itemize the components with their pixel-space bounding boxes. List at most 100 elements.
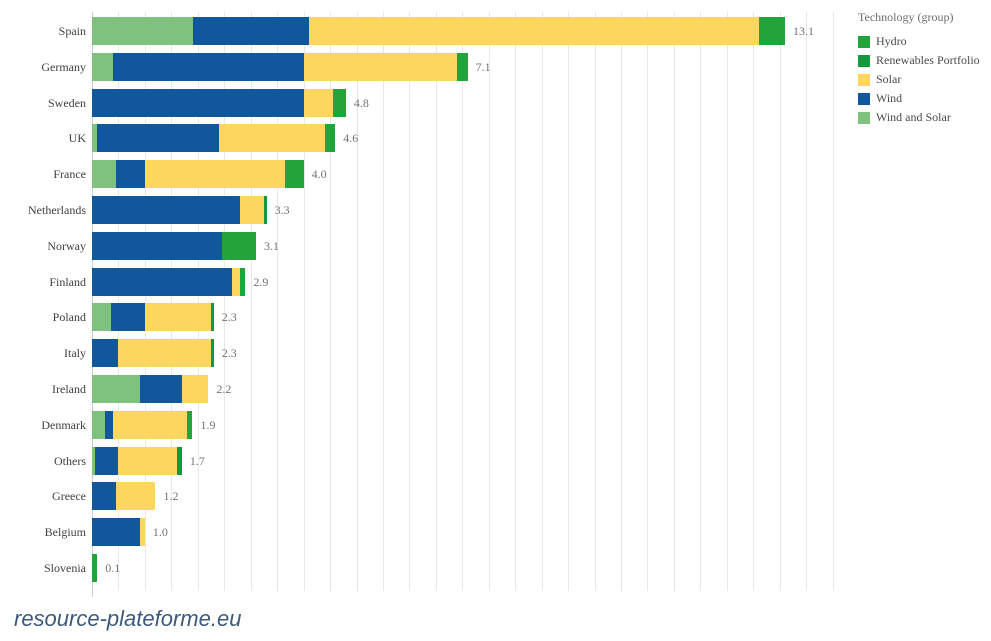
bar-segment[interactable]: [192, 17, 309, 45]
bar-segment[interactable]: [115, 482, 156, 511]
bar-segment[interactable]: [113, 52, 304, 81]
bar-row: Spain 13.1: [0, 17, 991, 45]
bar-segment[interactable]: [118, 339, 212, 368]
stacked-bar[interactable]: [92, 410, 193, 439]
bar-segment[interactable]: [221, 231, 256, 260]
value-label: 1.7: [189, 453, 205, 468]
stacked-bar[interactable]: [92, 375, 209, 403]
bar-segment[interactable]: [303, 52, 457, 81]
stacked-bar[interactable]: [92, 88, 346, 117]
stacked-bar[interactable]: [92, 17, 785, 45]
country-label: Denmark: [41, 417, 86, 432]
bar-segment[interactable]: [139, 518, 145, 547]
legend-item-label: Solar: [876, 72, 902, 86]
legend-item-label: Hydro: [876, 34, 907, 48]
gridline: [303, 12, 305, 591]
gridline: [356, 12, 358, 591]
bar-segment[interactable]: [144, 303, 211, 332]
bar-segment[interactable]: [105, 410, 114, 439]
legend-item-label: Renewables Portfolio: [876, 53, 980, 67]
bar-segment[interactable]: [92, 518, 140, 547]
bar-segment[interactable]: [218, 124, 325, 153]
bar-segment[interactable]: [92, 303, 111, 332]
legend-item[interactable]: Wind: [858, 89, 988, 108]
bar-segment[interactable]: [115, 160, 145, 189]
bar-segment[interactable]: [181, 375, 209, 403]
bar-segment[interactable]: [92, 410, 106, 439]
gridline: [435, 12, 437, 591]
legend-swatch-icon: [858, 35, 870, 48]
country-label: Italy: [64, 346, 86, 361]
bar-segment[interactable]: [176, 446, 182, 475]
bar-segment[interactable]: [457, 52, 468, 81]
stacked-bar[interactable]: [92, 267, 246, 296]
bar-segment[interactable]: [324, 124, 336, 153]
bar-segment[interactable]: [263, 196, 267, 224]
bar-segment[interactable]: [92, 52, 114, 81]
bar-segment[interactable]: [94, 446, 119, 475]
bar-segment[interactable]: [118, 446, 177, 475]
gridline: [224, 12, 226, 591]
bar-segment[interactable]: [92, 160, 116, 189]
gridline: [700, 12, 702, 591]
value-label: 7.1: [475, 59, 491, 74]
bar-segment[interactable]: [97, 124, 219, 153]
bar-segment[interactable]: [211, 339, 214, 368]
gridline: [673, 12, 675, 591]
bar-row: Sweden 4.8: [0, 88, 991, 117]
value-label: 1.0: [152, 525, 168, 540]
bar-segment[interactable]: [332, 88, 346, 117]
bar-segment[interactable]: [144, 160, 286, 189]
value-label: 4.6: [343, 131, 359, 146]
bar-segment[interactable]: [92, 339, 119, 368]
stacked-bar[interactable]: [92, 124, 336, 153]
bar-segment[interactable]: [113, 410, 188, 439]
gridline: [726, 12, 728, 591]
bar-segment[interactable]: [92, 554, 98, 582]
bar-segment[interactable]: [92, 124, 98, 153]
bar-segment[interactable]: [92, 17, 193, 45]
country-label: Belgium: [44, 525, 86, 540]
stacked-bar[interactable]: [92, 518, 145, 547]
legend-item[interactable]: Renewables Portfolio: [858, 51, 988, 70]
bar-segment[interactable]: [92, 446, 95, 475]
bar-segment[interactable]: [92, 231, 222, 260]
bar-segment[interactable]: [187, 410, 193, 439]
gridline: [462, 12, 464, 591]
stacked-bar[interactable]: [92, 196, 267, 224]
stacked-bar[interactable]: [92, 231, 256, 260]
stacked-bar[interactable]: [92, 303, 214, 332]
bar-segment[interactable]: [92, 267, 233, 296]
bar-segment[interactable]: [285, 160, 304, 189]
bar-row: Ireland 2.2: [0, 375, 991, 403]
gridline: [621, 12, 622, 591]
bar-row: Norway 3.1: [0, 231, 991, 260]
bar-segment[interactable]: [92, 196, 241, 224]
bar-segment[interactable]: [92, 482, 116, 511]
stacked-bar[interactable]: [92, 482, 156, 511]
value-label: 1.9: [200, 417, 216, 432]
bar-segment[interactable]: [240, 196, 264, 224]
stacked-bar[interactable]: [92, 446, 182, 475]
bar-segment[interactable]: [232, 267, 241, 296]
bar-segment[interactable]: [110, 303, 145, 332]
bar-segment[interactable]: [308, 17, 759, 45]
bar-segment[interactable]: [139, 375, 182, 403]
stacked-bar[interactable]: [92, 160, 304, 189]
bar-segment[interactable]: [240, 267, 246, 296]
legend-item[interactable]: Solar: [858, 70, 988, 89]
bar-segment[interactable]: [211, 303, 214, 332]
stacked-bar[interactable]: [92, 52, 468, 81]
gridline: [594, 12, 596, 591]
gridline: [250, 12, 252, 591]
gridline: [382, 12, 384, 591]
bar-segment[interactable]: [758, 17, 785, 45]
legend-item[interactable]: Hydro: [858, 32, 988, 51]
bar-segment[interactable]: [92, 88, 304, 117]
stacked-bar[interactable]: [92, 554, 98, 582]
stacked-bar[interactable]: [92, 339, 214, 368]
legend-item[interactable]: Wind and Solar: [858, 108, 988, 127]
bar-segment[interactable]: [92, 375, 140, 403]
bar-segment[interactable]: [303, 88, 333, 117]
